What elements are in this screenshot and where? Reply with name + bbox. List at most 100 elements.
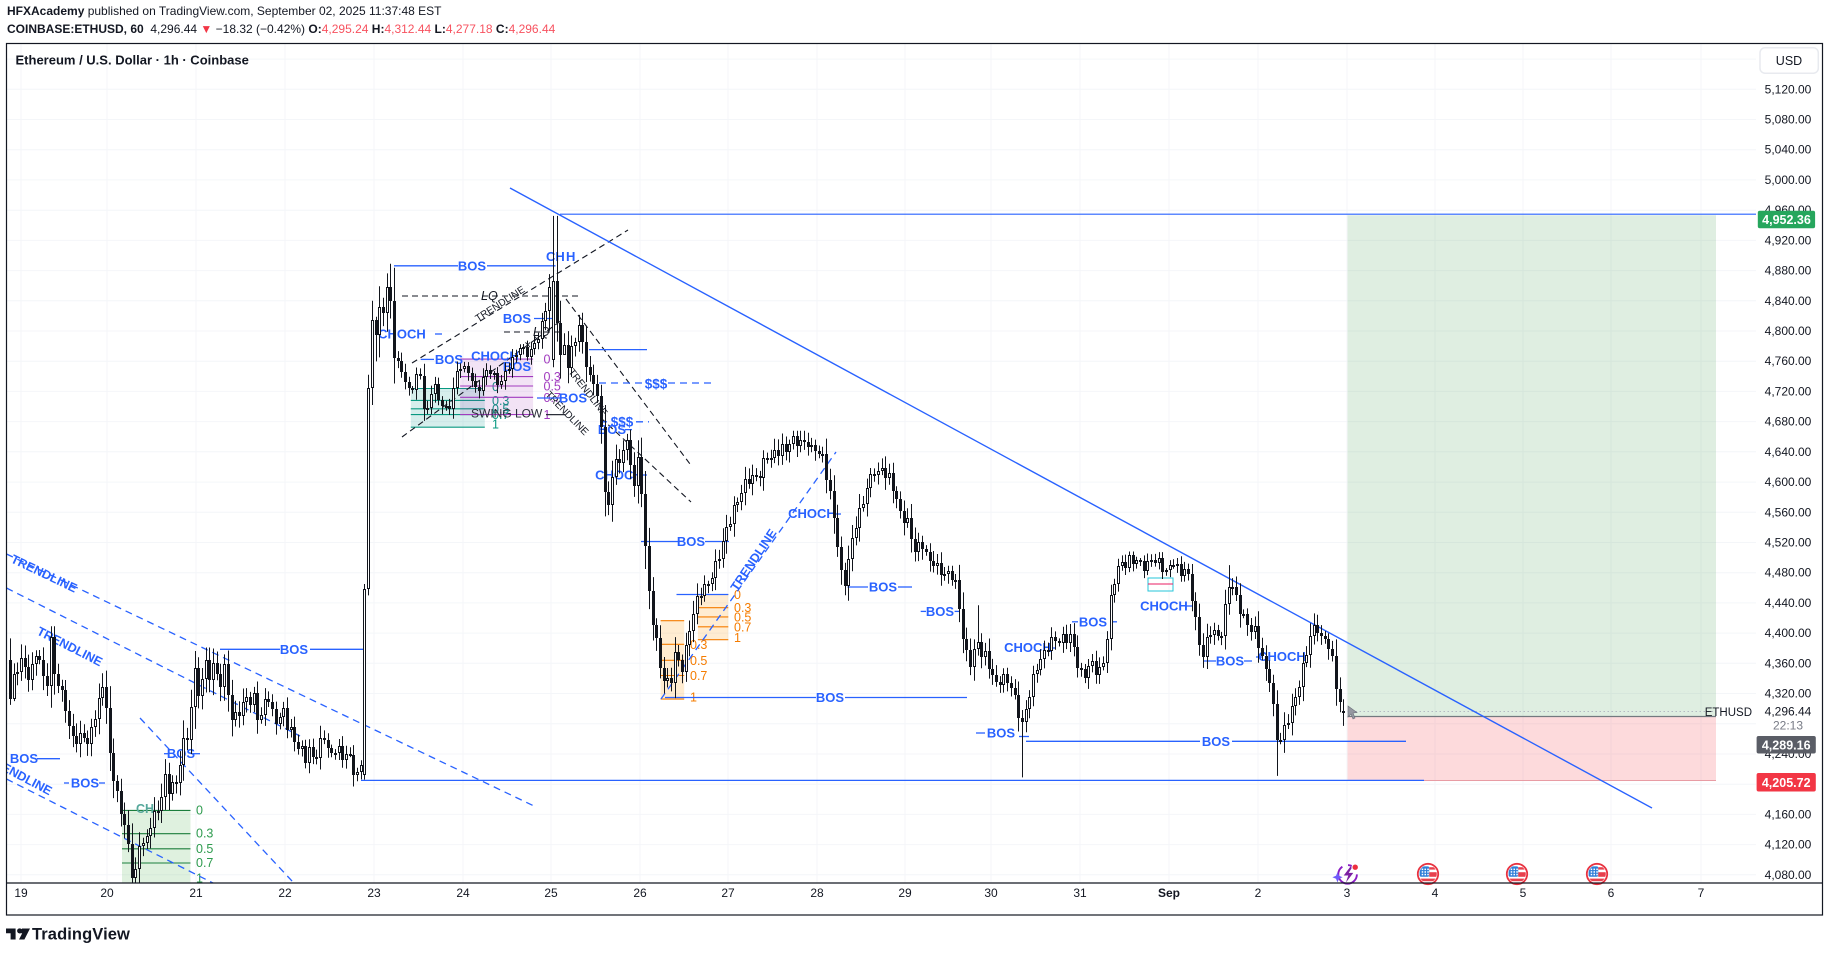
svg-text:1: 1 (492, 418, 499, 432)
svg-text:4,640.00: 4,640.00 (1765, 445, 1812, 459)
svg-text:0.5: 0.5 (196, 842, 213, 856)
svg-text:4: 4 (1432, 886, 1439, 900)
svg-text:CH: CH (546, 249, 565, 264)
svg-text:4,320.00: 4,320.00 (1765, 687, 1812, 701)
svg-text:4,520.00: 4,520.00 (1765, 536, 1812, 550)
svg-text:4,480.00: 4,480.00 (1765, 566, 1812, 580)
svg-text:3: 3 (1344, 886, 1351, 900)
svg-text:0: 0 (734, 588, 741, 602)
svg-text:26: 26 (633, 886, 647, 900)
svg-text:BOS: BOS (1202, 734, 1231, 749)
svg-text:28: 28 (810, 886, 824, 900)
svg-text:4,560.00: 4,560.00 (1765, 505, 1812, 519)
svg-text:H: H (566, 249, 575, 264)
svg-text:ETHUSD: ETHUSD (1705, 707, 1752, 719)
svg-text:0.3: 0.3 (544, 370, 561, 384)
svg-text:0.3: 0.3 (734, 601, 751, 615)
svg-text:0.5: 0.5 (492, 402, 509, 416)
svg-text:4,205.72: 4,205.72 (1762, 776, 1811, 790)
svg-text:BOS: BOS (167, 746, 196, 761)
svg-text:TradingView: TradingView (32, 926, 130, 944)
svg-text:5,120.00: 5,120.00 (1765, 82, 1812, 96)
svg-text:USD: USD (1776, 54, 1802, 68)
svg-text:4,760.00: 4,760.00 (1765, 354, 1812, 368)
svg-text:4,360.00: 4,360.00 (1765, 656, 1812, 670)
svg-text:22:13: 22:13 (1773, 719, 1803, 733)
svg-text:BOS: BOS (1216, 654, 1245, 669)
svg-text:5,000.00: 5,000.00 (1765, 173, 1812, 187)
svg-text:CHOCH: CHOCH (471, 349, 519, 364)
svg-text:BOS: BOS (559, 391, 588, 406)
svg-text:BOS: BOS (677, 534, 706, 549)
svg-text:Sep: Sep (1158, 886, 1180, 900)
svg-text:$$$: $$$ (645, 377, 668, 392)
svg-text:4,952.36: 4,952.36 (1762, 213, 1811, 227)
svg-text:20: 20 (100, 886, 114, 900)
svg-text:BOS: BOS (435, 352, 464, 367)
svg-text:CHOCH: CHOCH (1258, 649, 1306, 664)
svg-text:4,400.00: 4,400.00 (1765, 626, 1812, 640)
svg-text:BOS: BOS (1079, 614, 1108, 629)
svg-text:BOS: BOS (816, 690, 845, 705)
svg-text:BOS: BOS (71, 776, 100, 791)
svg-text:4,160.00: 4,160.00 (1765, 807, 1812, 821)
svg-text:1: 1 (196, 872, 203, 886)
svg-text:4,120.00: 4,120.00 (1765, 838, 1812, 852)
svg-text:0.5: 0.5 (544, 380, 561, 394)
svg-text:0.7: 0.7 (734, 620, 751, 634)
svg-text:✕: ✕ (533, 334, 541, 344)
svg-text:6: 6 (1608, 886, 1615, 900)
svg-text:0: 0 (492, 380, 499, 394)
svg-text:0: 0 (544, 353, 551, 367)
svg-text:2: 2 (1255, 886, 1262, 900)
svg-text:5: 5 (1520, 886, 1527, 900)
svg-text:5,080.00: 5,080.00 (1765, 113, 1812, 127)
svg-text:22: 22 (278, 886, 292, 900)
svg-text:CHOCH: CHOCH (1140, 599, 1188, 614)
svg-text:BOS: BOS (10, 751, 39, 766)
svg-text:BOS: BOS (458, 258, 487, 273)
svg-text:4,080.00: 4,080.00 (1765, 868, 1812, 882)
svg-text:BOS: BOS (987, 726, 1016, 741)
svg-text:4,880.00: 4,880.00 (1765, 264, 1812, 278)
svg-text:4,680.00: 4,680.00 (1765, 415, 1812, 429)
svg-text:CHOCH: CHOCH (378, 327, 426, 342)
svg-text:BOS: BOS (503, 311, 532, 326)
svg-text:30: 30 (984, 886, 998, 900)
svg-text:$$$: $$$ (611, 415, 634, 430)
svg-text:0.5: 0.5 (734, 610, 751, 624)
svg-text:4,840.00: 4,840.00 (1765, 294, 1812, 308)
svg-text:25: 25 (544, 886, 558, 900)
svg-text:4,720.00: 4,720.00 (1765, 384, 1812, 398)
svg-text:BOS: BOS (926, 604, 955, 619)
svg-text:19: 19 (14, 886, 28, 900)
svg-text:CH: CH (136, 802, 154, 816)
svg-text:4,289.16: 4,289.16 (1762, 738, 1811, 752)
svg-text:SWING LOW: SWING LOW (471, 407, 543, 421)
svg-text:CHOCH: CHOCH (1004, 640, 1052, 655)
svg-text:0.5: 0.5 (690, 654, 707, 668)
svg-text:BOS: BOS (280, 642, 309, 657)
svg-text:BOS: BOS (869, 580, 898, 595)
svg-text:4,296.44: 4,296.44 (1765, 705, 1812, 719)
svg-text:31: 31 (1073, 886, 1087, 900)
svg-text:4,440.00: 4,440.00 (1765, 596, 1812, 610)
svg-text:1: 1 (734, 631, 741, 645)
svg-text:0.7: 0.7 (690, 669, 707, 683)
svg-text:23: 23 (367, 886, 381, 900)
svg-text:4,600.00: 4,600.00 (1765, 475, 1812, 489)
svg-text:27: 27 (721, 886, 735, 900)
svg-text:Ethereum / U.S. Dollar · 1h ·: Ethereum / U.S. Dollar · 1h · Coinbase (16, 53, 249, 68)
svg-text:4,920.00: 4,920.00 (1765, 233, 1812, 247)
svg-text:4,800.00: 4,800.00 (1765, 324, 1812, 338)
svg-text:5,040.00: 5,040.00 (1765, 143, 1812, 157)
svg-text:0.7: 0.7 (196, 856, 213, 870)
svg-text:0: 0 (196, 803, 203, 817)
svg-text:24: 24 (456, 886, 470, 900)
svg-text:29: 29 (898, 886, 912, 900)
svg-text:CHOCH: CHOCH (788, 506, 836, 521)
svg-text:21: 21 (189, 886, 203, 900)
svg-text:7: 7 (1698, 886, 1705, 900)
svg-text:LQ: LQ (481, 289, 498, 303)
svg-text:0.3: 0.3 (196, 827, 213, 841)
